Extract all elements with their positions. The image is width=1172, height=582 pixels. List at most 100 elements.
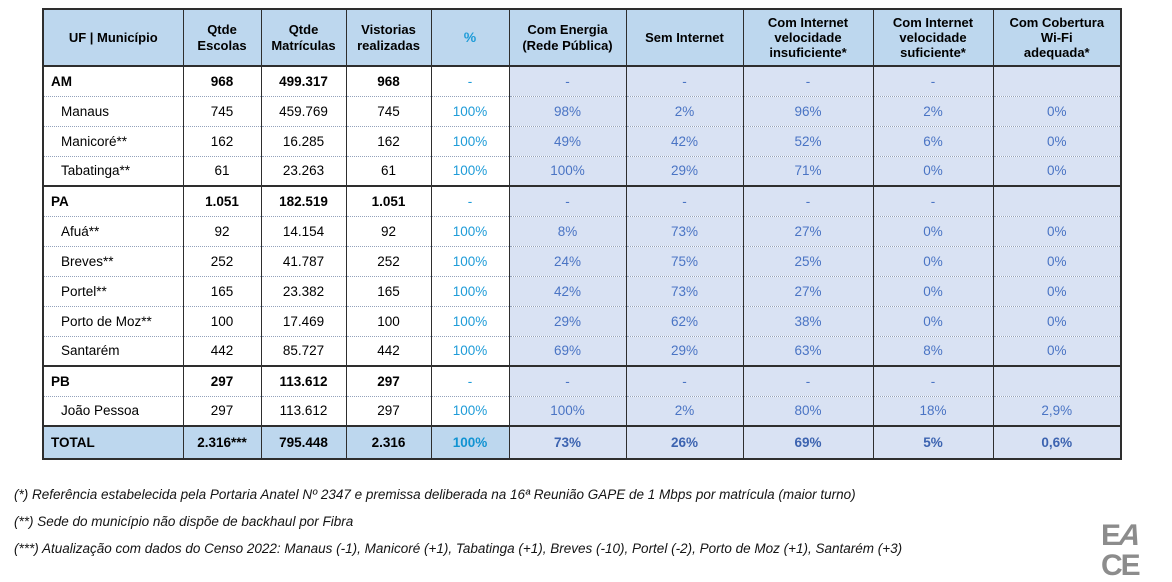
table-cell: 14.154	[260, 215, 346, 246]
table-cell: 5%	[872, 425, 993, 459]
table-cell: 1.051	[345, 185, 431, 216]
table-cell: 297	[345, 365, 431, 396]
table-cell: 297	[182, 365, 261, 396]
table-cell: 100%	[430, 425, 509, 459]
table-cell: -	[872, 365, 993, 396]
logo-letter: C	[1101, 549, 1123, 582]
table-cell	[992, 65, 1121, 96]
table-row: Manaus 745 459.769 745 100% 98% 2% 96% 2% 0%	[43, 95, 1121, 126]
table-row: Portel** 165 23.382 165 100% 42% 73% 27% 0% 0%	[43, 275, 1121, 306]
table-cell: -	[872, 185, 993, 216]
table-cell: 92	[345, 215, 431, 246]
table-cell: 100%	[430, 395, 509, 426]
column-header: Sem Internet	[625, 9, 743, 67]
table-cell: 459.769	[260, 95, 346, 126]
table-cell: 499.317	[260, 65, 346, 96]
header-row: UF | Município Qtde Escolas Qtde Matrícula…	[43, 9, 1121, 67]
table-cell: 0%	[872, 305, 993, 336]
table-cell: 162	[345, 125, 431, 156]
table-cell: 113.612	[260, 365, 346, 396]
table-cell: 0%	[992, 335, 1121, 366]
column-header: UF | Município	[43, 9, 183, 67]
table-cell	[992, 365, 1121, 396]
table-cell: 2%	[872, 95, 993, 126]
table-cell: 27%	[742, 275, 873, 306]
table-cell: 96%	[742, 95, 873, 126]
column-header: Qtde Escolas	[182, 9, 261, 67]
table-cell: 41.787	[260, 245, 346, 276]
table-cell: -	[742, 65, 873, 96]
table-cell: 2,9%	[992, 395, 1121, 426]
table-cell: -	[508, 365, 626, 396]
table-cell: 100%	[430, 335, 509, 366]
table-cell: 23.382	[260, 275, 346, 306]
table-cell: 252	[345, 245, 431, 276]
table-cell: Tabatinga**	[43, 155, 183, 186]
table-cell: 2.316***	[182, 425, 261, 459]
logo-letter: E	[1120, 549, 1141, 582]
table-cell: 0%	[992, 305, 1121, 336]
vistorias-table: UF | Município Qtde Escolas Qtde Matrícula…	[42, 8, 1122, 460]
column-header: %	[430, 9, 509, 67]
table-cell: 16.285	[260, 125, 346, 156]
table-cell: 61	[182, 155, 261, 186]
table-cell: 297	[345, 395, 431, 426]
table-cell: 73%	[508, 425, 626, 459]
table-cell: 100%	[430, 125, 509, 156]
table-row: PA 1.051 182.519 1.051- - - - -	[43, 185, 1121, 216]
column-header: Com Internet velocidade insuficiente*	[742, 9, 873, 67]
table-cell: -	[625, 365, 743, 396]
table-cell: 1.051	[182, 185, 261, 216]
table-cell: 69%	[742, 425, 873, 459]
table-cell: 100%	[508, 395, 626, 426]
table-cell: 42%	[508, 275, 626, 306]
table-row: AM 968 499.317 968- - - - -	[43, 65, 1121, 96]
table-cell: 100%	[430, 305, 509, 336]
table-cell: 2%	[625, 395, 743, 426]
table-cell: 63%	[742, 335, 873, 366]
table-cell: 745	[345, 95, 431, 126]
table-cell: 73%	[625, 215, 743, 246]
table-cell: AM	[43, 65, 183, 96]
table-cell: 29%	[625, 155, 743, 186]
table-cell: 113.612	[260, 395, 346, 426]
table-cell: 2%	[625, 95, 743, 126]
table-cell: 27%	[742, 215, 873, 246]
table-cell: 968	[182, 65, 261, 96]
table-cell: 18%	[872, 395, 993, 426]
table-cell: TOTAL	[43, 425, 183, 459]
table-cell: 71%	[742, 155, 873, 186]
table-cell: 75%	[625, 245, 743, 276]
table-cell: 442	[345, 335, 431, 366]
table-cell: 100%	[430, 275, 509, 306]
table-cell: Santarém	[43, 335, 183, 366]
table-cell: -	[508, 185, 626, 216]
table-cell: -	[742, 185, 873, 216]
table-cell: 0%	[992, 95, 1121, 126]
table-cell: 92	[182, 215, 261, 246]
table-cell: 17.469	[260, 305, 346, 336]
table-cell: 0%	[872, 245, 993, 276]
table-cell: Manicoré**	[43, 125, 183, 156]
column-header: Com Internet velocidade suficiente*	[872, 9, 993, 67]
vistorias-table-wrap: UF | Município Qtde Escolas Qtde Matrícula…	[42, 8, 1122, 460]
table-cell: 100%	[508, 155, 626, 186]
table-cell: -	[625, 185, 743, 216]
table-cell: 0%	[872, 155, 993, 186]
column-header: Qtde Matrículas	[260, 9, 346, 67]
table-cell: 49%	[508, 125, 626, 156]
table-cell: PB	[43, 365, 183, 396]
table-cell: 29%	[508, 305, 626, 336]
column-header: Vistorias realizadas	[345, 9, 431, 67]
table-cell: 8%	[508, 215, 626, 246]
table-cell: 23.263	[260, 155, 346, 186]
table-cell: 100%	[430, 95, 509, 126]
table-cell: 0%	[992, 215, 1121, 246]
table-cell: 0%	[872, 275, 993, 306]
table-cell: 42%	[625, 125, 743, 156]
table-row: TOTAL 2.316*** 795.448 2.316 100% 73% 26% 69% 5%…	[43, 425, 1121, 459]
logo-letter: A	[1117, 519, 1141, 552]
table-cell: 252	[182, 245, 261, 276]
table-row: João Pessoa 297 113.612 297 100% 100% 2% 80% 18%…	[43, 395, 1121, 426]
table-cell: 69%	[508, 335, 626, 366]
